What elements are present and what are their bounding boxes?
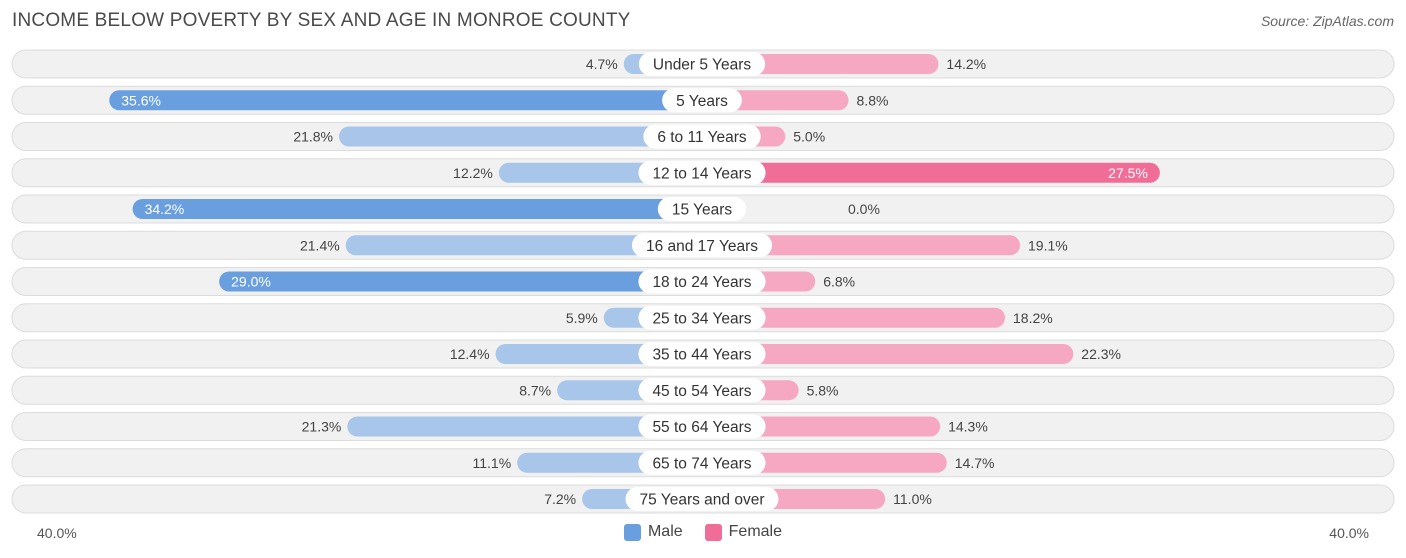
axis-right-label: 40.0% <box>1329 525 1369 541</box>
axis-left-label: 40.0% <box>37 525 77 541</box>
category-label-15-years: 15 Years <box>672 202 733 219</box>
male-value-12-to-14-years: 12.2% <box>453 165 493 181</box>
category-pill-65-to-74-years <box>638 450 766 475</box>
legend-female-label: Female <box>728 523 783 540</box>
female-value-65-to-74-years: 14.7% <box>955 455 995 471</box>
female-value-75-years-and-over: 11.0% <box>893 491 932 507</box>
male-value-55-to-64-years: 21.3% <box>302 419 342 435</box>
male-value-16-and-17-years: 21.4% <box>300 237 340 253</box>
male-bar-5-years <box>109 90 702 111</box>
male-bar-55-to-64-years <box>347 416 702 437</box>
category-pill-25-to-34-years <box>638 305 766 330</box>
female-value-25-to-34-years: 18.2% <box>1013 310 1053 326</box>
male-value-35-to-44-years: 12.4% <box>450 346 490 362</box>
female-bar-16-and-17-years <box>702 235 1021 256</box>
legend-female: Female <box>704 523 783 541</box>
legend-male-label: Male <box>647 523 683 540</box>
female-value-55-to-64-years: 14.3% <box>948 419 988 435</box>
male-value-25-to-34-years: 5.9% <box>566 310 598 326</box>
female-bar-12-to-14-years <box>702 162 1160 183</box>
male-value-under-5-years: 4.7% <box>586 56 618 72</box>
legend: Male Female <box>0 523 1406 541</box>
category-label-75-years-and-over: 75 Years and over <box>640 492 765 509</box>
category-label-18-to-24-years: 18 to 24 Years <box>652 274 751 291</box>
category-pill-35-to-44-years <box>638 342 766 366</box>
chart-area: 4.7% Under 5 Years 14.2% 35.6% 5 Years 8.8% 21… <box>11 49 1395 514</box>
male-bar-6-to-11-years <box>339 126 702 147</box>
male-value-15-years: 34.2% <box>145 201 185 217</box>
category-pill-6-to-11-years <box>643 124 761 149</box>
female-value-under-5-years: 14.2% <box>946 56 986 72</box>
male-value-5-years: 35.6% <box>121 92 161 108</box>
chart-title: INCOME BELOW POVERTY BY SEX AND AGE IN M… <box>12 10 631 31</box>
male-bar-18-to-24-years <box>219 271 702 292</box>
category-pill-15-years <box>657 197 747 221</box>
category-label-25-to-34-years: 25 to 34 Years <box>652 310 751 327</box>
category-pill-16-and-17-years <box>631 233 773 258</box>
female-value-45-to-54-years: 5.8% <box>807 382 839 398</box>
male-value-18-to-24-years: 29.0% <box>231 274 271 290</box>
category-pill-5-years <box>662 88 742 113</box>
female-value-35-to-44-years: 22.3% <box>1081 346 1121 362</box>
category-label-35-to-44-years: 35 to 44 Years <box>652 347 751 364</box>
male-value-6-to-11-years: 21.8% <box>293 129 333 145</box>
female-value-18-to-24-years: 6.8% <box>823 274 855 290</box>
female-value-16-and-17-years: 19.1% <box>1028 237 1068 253</box>
category-label-5-years: 5 Years <box>676 93 728 110</box>
category-label-55-to-64-years: 55 to 64 Years <box>652 419 751 436</box>
category-label-16-and-17-years: 16 and 17 Years <box>646 238 758 255</box>
category-pill-18-to-24-years <box>638 269 766 294</box>
male-bar-15-years <box>132 199 702 219</box>
category-pill-12-to-14-years <box>638 160 766 185</box>
male-value-75-years-and-over: 7.2% <box>544 491 576 507</box>
category-pill-55-to-64-years <box>638 414 766 439</box>
legend-female-swatch <box>704 523 722 541</box>
legend-male-swatch <box>623 523 641 541</box>
female-value-12-to-14-years: 27.5% <box>1108 165 1148 181</box>
category-pill-75-years-and-over <box>625 487 779 511</box>
male-bar-16-and-17-years <box>345 235 702 256</box>
female-value-6-to-11-years: 5.0% <box>793 129 825 145</box>
category-label-65-to-74-years: 65 to 74 Years <box>652 455 751 472</box>
female-value-15-years: 0.0% <box>848 201 880 217</box>
category-pill-45-to-54-years <box>638 378 766 403</box>
male-value-65-to-74-years: 11.1% <box>473 455 512 471</box>
female-value-5-years: 8.8% <box>857 92 889 108</box>
category-label-45-to-54-years: 45 to 54 Years <box>652 383 751 400</box>
category-label-6-to-11-years: 6 to 11 Years <box>657 129 747 146</box>
legend-male: Male <box>623 523 683 541</box>
female-bar-35-to-44-years <box>702 344 1074 364</box>
category-label-under-5-years: Under 5 Years <box>653 57 751 74</box>
source-label: Source: ZipAtlas.com <box>1260 13 1394 29</box>
male-value-45-to-54-years: 8.7% <box>519 382 551 398</box>
female-bar-25-to-34-years <box>702 307 1006 328</box>
category-label-12-to-14-years: 12 to 14 Years <box>652 165 751 182</box>
category-pill-under-5-years <box>638 52 766 76</box>
